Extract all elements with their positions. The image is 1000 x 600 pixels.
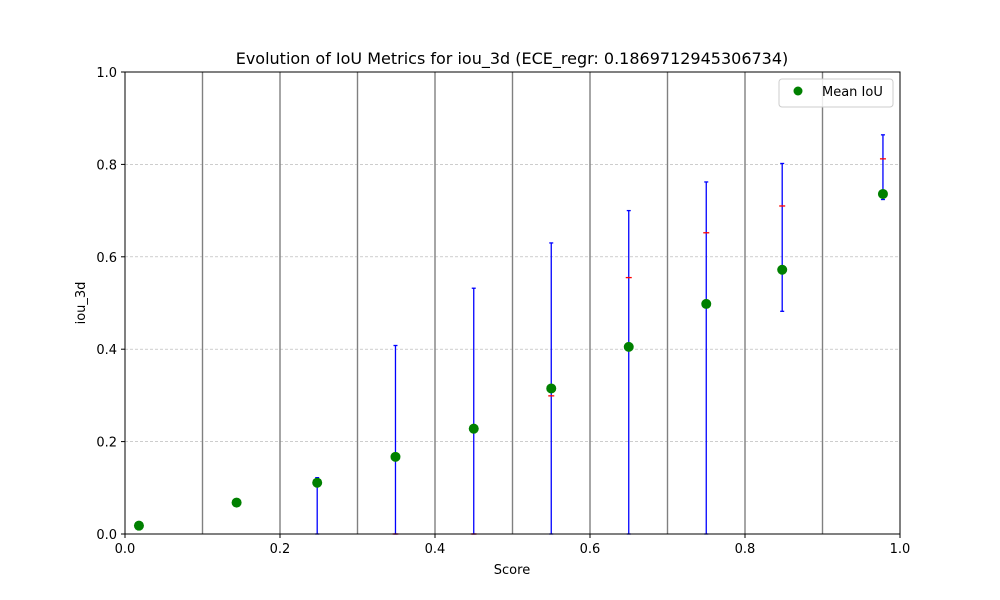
- y-axis-label: iou_3d: [74, 282, 89, 325]
- mean-iou-point-6: [623, 341, 634, 352]
- y-tick-label-4: 0.8: [96, 158, 117, 173]
- y-tick-label-2: 0.4: [96, 343, 117, 358]
- x-axis-label: Score: [494, 563, 530, 578]
- chart-title: Evolution of IoU Metrics for iou_3d (ECE…: [236, 49, 789, 69]
- mean-iou-point-1: [231, 497, 242, 508]
- x-tick-label-0: 0.0: [115, 542, 136, 557]
- x-axis-ticks: 0.0 0.2 0.4 0.6 0.8 1.0: [115, 534, 911, 557]
- legend-marker-icon: [793, 86, 803, 96]
- bin-separator-lines: [201, 72, 824, 534]
- mean-iou-point-2: [312, 477, 323, 488]
- y-axis-ticks: 0.0 0.2 0.4 0.6 0.8 1.0: [96, 66, 125, 543]
- y-tick-label-0: 0.0: [96, 528, 117, 543]
- mean-iou-point-4: [468, 423, 479, 434]
- mean-iou-point-7: [701, 298, 712, 309]
- mean-iou-point-3: [390, 451, 401, 462]
- y-tick-label-1: 0.2: [96, 436, 117, 451]
- mean-iou-point-0: [133, 520, 144, 531]
- legend: Mean IoU: [778, 78, 894, 108]
- x-tick-label-5: 1.0: [890, 542, 911, 557]
- x-tick-label-1: 0.2: [270, 542, 291, 557]
- mean-iou-point-5: [546, 383, 557, 394]
- y-tick-label-3: 0.6: [96, 251, 117, 266]
- x-tick-label-3: 0.6: [580, 542, 601, 557]
- legend-box: [778, 78, 894, 108]
- mean-iou-point-9: [877, 188, 888, 199]
- legend-label-mean-iou: Mean IoU: [822, 85, 883, 100]
- x-tick-label-2: 0.4: [425, 542, 446, 557]
- mean-iou-point-8: [777, 264, 788, 275]
- y-tick-label-5: 1.0: [96, 66, 117, 81]
- mean-iou-points: [133, 188, 888, 531]
- x-tick-label-4: 0.8: [735, 542, 756, 557]
- plot-frame: [124, 71, 901, 535]
